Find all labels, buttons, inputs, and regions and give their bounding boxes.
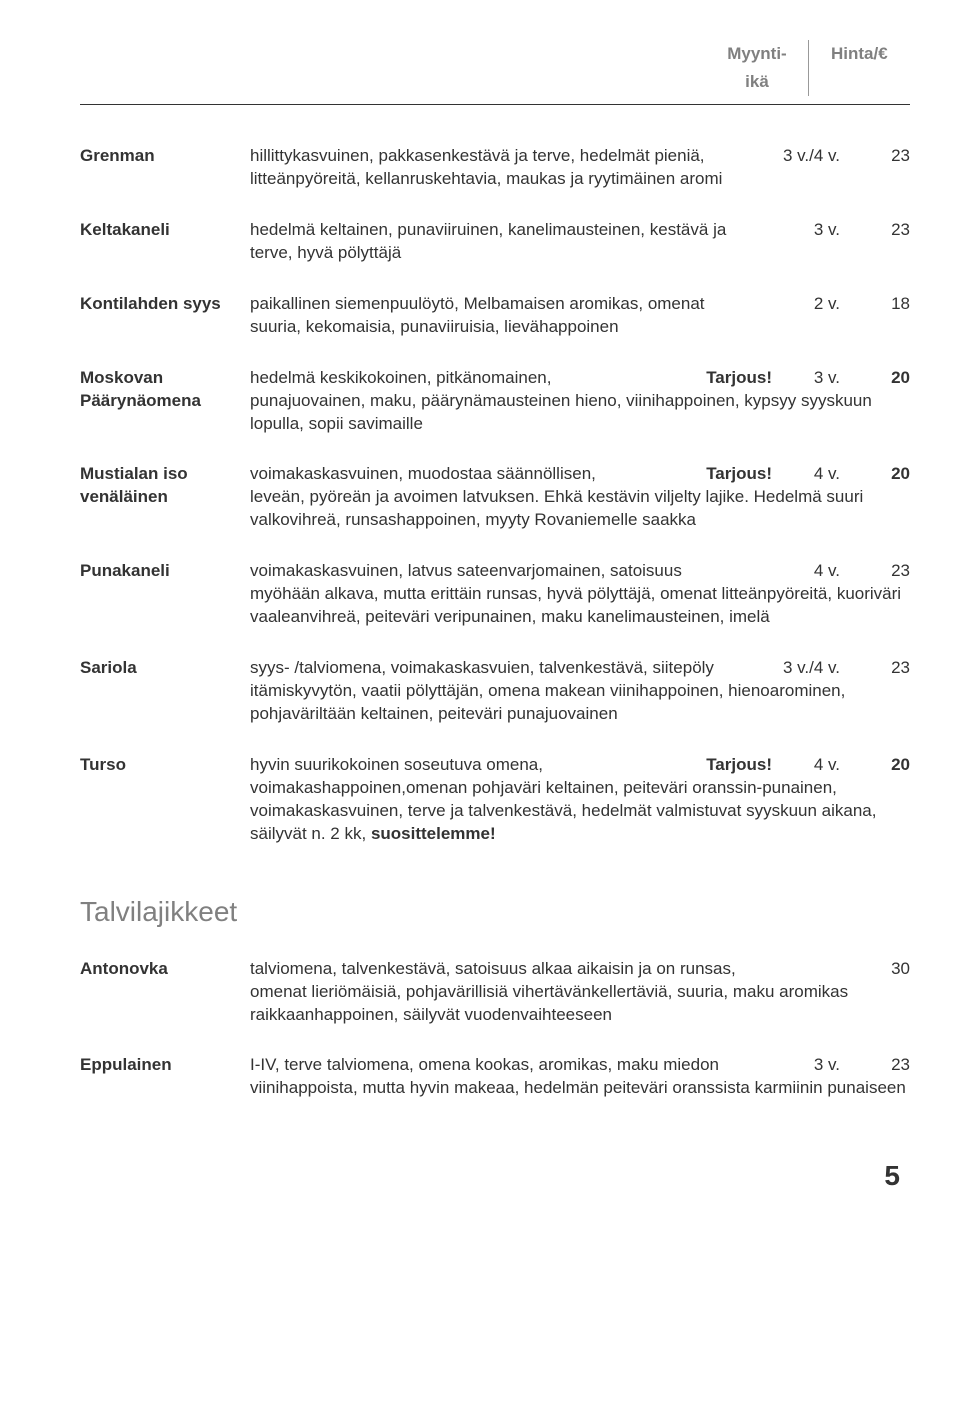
entry-price: 23: [860, 145, 910, 168]
entry: Sariolasyys- /talviomena, voimakaskasvui…: [80, 657, 910, 726]
entry-age: 3 v./4 v.: [780, 657, 860, 680]
entry: Tursohyvin suurikokoinen soseutuva omena…: [80, 754, 910, 846]
entry-desc-rest: myöhään alkava, mutta erittäin runsas, h…: [250, 583, 910, 629]
header-myynti: Myynti-: [706, 40, 808, 68]
entry-desc-first: hedelmä keskikokoinen, pitkänomainen,: [250, 367, 696, 390]
entry-desc-first: voimakaskasvuinen, muodostaa säännöllise…: [250, 463, 696, 486]
entry-name: Sariola: [80, 657, 250, 726]
entry-price: 23: [860, 560, 910, 583]
entry-price: 20: [860, 754, 910, 777]
entry-age: 3 v./4 v.: [780, 145, 860, 168]
entry-line1: hedelmä keskikokoinen, pitkänomainen, Tar…: [250, 367, 910, 390]
entry-body: voimakaskasvuinen, latvus sateenvarjomai…: [250, 560, 910, 629]
entry-desc-first: talviomena, talvenkestävä, satoisuus alk…: [250, 958, 780, 981]
entry-age: 3 v.: [780, 219, 860, 242]
entry: Kontilahden syyspaikallinen siemenpuulöy…: [80, 293, 910, 339]
entry-name: Mustialan iso venäläinen: [80, 463, 250, 532]
entry-body: hillittykasvuinen, pakkasenkestävä ja te…: [250, 145, 910, 191]
tarjous-label: Tarjous!: [706, 463, 772, 486]
entry-body: voimakaskasvuinen, muodostaa säännöllise…: [250, 463, 910, 532]
entry-price: 20: [860, 367, 910, 390]
header-ika: ikä: [706, 68, 808, 96]
entry-name: Antonovka: [80, 958, 250, 1027]
entry-price: 23: [860, 1054, 910, 1077]
page-number: 5: [80, 1160, 910, 1192]
entry: Moskovan Päärynäomenahedelmä keskikokoin…: [80, 367, 910, 436]
entry-desc-rest: viinihappoista, mutta hyvin makeaa, hede…: [250, 1077, 910, 1100]
entry-name: Punakaneli: [80, 560, 250, 629]
entry-age: 3 v.: [780, 367, 860, 390]
entry-desc-rest: itämiskyvytön, vaatii pölyttäjän, omena …: [250, 680, 910, 726]
entry-body: paikallinen siemenpuulöytö, Melbamaisen …: [250, 293, 910, 339]
entry-age: 4 v.: [780, 754, 860, 777]
entry-desc-first: I-IV, terve talviomena, omena kookas, ar…: [250, 1054, 780, 1077]
entry: Grenmanhillittykasvuinen, pakkasenkestäv…: [80, 145, 910, 191]
tarjous-label: Tarjous!: [706, 754, 772, 777]
entry: Keltakanelihedelmä keltainen, punaviirui…: [80, 219, 910, 265]
header-rule: [80, 104, 910, 105]
entry-line1: hillittykasvuinen, pakkasenkestävä ja te…: [250, 145, 910, 168]
entry-line1: I-IV, terve talviomena, omena kookas, ar…: [250, 1054, 910, 1077]
entry-body: hyvin suurikokoinen soseutuva omena, Tarj…: [250, 754, 910, 846]
entry-desc-rest: omenat lieriömäisiä, pohjavärillisiä vih…: [250, 981, 910, 1027]
entry-line1: syys- /talviomena, voimakaskasvuien, tal…: [250, 657, 910, 680]
entry-name: Turso: [80, 754, 250, 846]
entry-body: hedelmä keskikokoinen, pitkänomainen, Tar…: [250, 367, 910, 436]
entry-age: 4 v.: [780, 463, 860, 486]
entry-desc-rest: terve, hyvä pölyttäjä: [250, 242, 910, 265]
entry: EppulainenI-IV, terve talviomena, omena …: [80, 1054, 910, 1100]
header-table: Myynti- Hinta/€ ikä: [80, 40, 910, 96]
entry-line1: voimakaskasvuinen, latvus sateenvarjomai…: [250, 560, 910, 583]
entry-price: 23: [860, 219, 910, 242]
entry-line1: paikallinen siemenpuulöytö, Melbamaisen …: [250, 293, 910, 316]
entry-line1: voimakaskasvuinen, muodostaa säännöllise…: [250, 463, 910, 486]
entry-body: I-IV, terve talviomena, omena kookas, ar…: [250, 1054, 910, 1100]
entry-line1: hedelmä keltainen, punaviiruinen, kaneli…: [250, 219, 910, 242]
entry-price: 23: [860, 657, 910, 680]
entry-body: syys- /talviomena, voimakaskasvuien, tal…: [250, 657, 910, 726]
section-heading: Talvilajikkeet: [80, 896, 910, 928]
header-hinta: Hinta/€: [808, 40, 910, 68]
entry: Antonovkatalviomena, talvenkestävä, sato…: [80, 958, 910, 1027]
entry: Punakanelivoimakaskasvuinen, latvus sate…: [80, 560, 910, 629]
entry-line1: hyvin suurikokoinen soseutuva omena, Tarj…: [250, 754, 910, 777]
entry-desc-rest: voimakashappoinen,omenan pohjaväri kelta…: [250, 777, 910, 846]
entry-body: hedelmä keltainen, punaviiruinen, kaneli…: [250, 219, 910, 265]
entry-name: Keltakaneli: [80, 219, 250, 265]
entry-desc-rest: leveän, pyöreän ja avoimen latvuksen. Eh…: [250, 486, 910, 532]
entry-age: 2 v.: [780, 293, 860, 316]
entry-name: Grenman: [80, 145, 250, 191]
entry-line1: talviomena, talvenkestävä, satoisuus alk…: [250, 958, 910, 981]
entry-price: 18: [860, 293, 910, 316]
entry-price: 30: [860, 958, 910, 981]
entry-name: Moskovan Päärynäomena: [80, 367, 250, 436]
entry-age: 3 v.: [780, 1054, 860, 1077]
entry-desc-first: hyvin suurikokoinen soseutuva omena,: [250, 754, 696, 777]
entry-desc-rest: punajuovainen, maku, päärynämausteinen h…: [250, 390, 910, 436]
entry-name: Kontilahden syys: [80, 293, 250, 339]
entry-name: Eppulainen: [80, 1054, 250, 1100]
entry-desc-first: paikallinen siemenpuulöytö, Melbamaisen …: [250, 293, 780, 316]
entry-desc-rest: litteänpyöreitä, kellanruskehtavia, mauk…: [250, 168, 910, 191]
entry-desc-first: hillittykasvuinen, pakkasenkestävä ja te…: [250, 145, 780, 168]
entry-price: 20: [860, 463, 910, 486]
entry-age: 4 v.: [780, 560, 860, 583]
entry: Mustialan iso venäläinenvoimakaskasvuine…: [80, 463, 910, 532]
entry-desc-rest: suuria, kekomaisia, punaviiruisia, lievä…: [250, 316, 910, 339]
entry-body: talviomena, talvenkestävä, satoisuus alk…: [250, 958, 910, 1027]
entry-desc-first: hedelmä keltainen, punaviiruinen, kaneli…: [250, 219, 780, 242]
entry-desc-first: voimakaskasvuinen, latvus sateenvarjomai…: [250, 560, 780, 583]
tarjous-label: Tarjous!: [706, 367, 772, 390]
entry-desc-first: syys- /talviomena, voimakaskasvuien, tal…: [250, 657, 780, 680]
